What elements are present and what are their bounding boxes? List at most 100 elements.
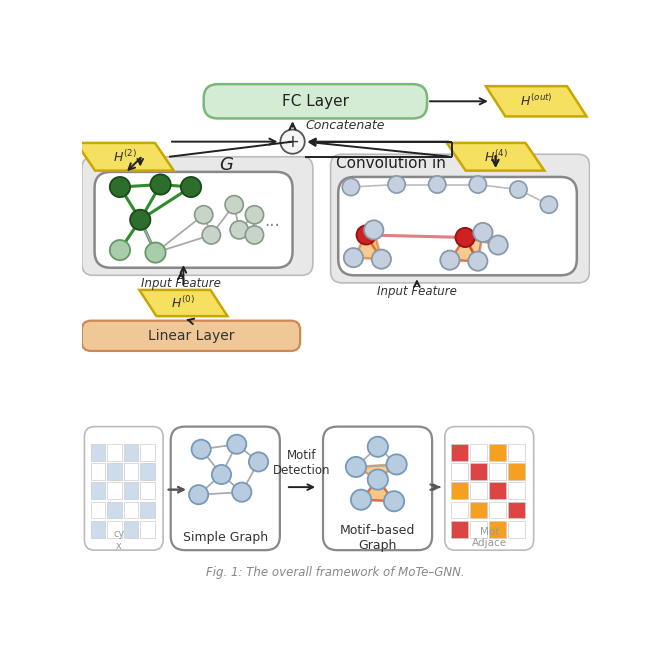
FancyBboxPatch shape <box>508 502 525 518</box>
Polygon shape <box>465 233 498 245</box>
Circle shape <box>367 437 388 457</box>
FancyBboxPatch shape <box>451 444 468 461</box>
Circle shape <box>346 457 366 477</box>
FancyBboxPatch shape <box>508 482 525 499</box>
Polygon shape <box>486 86 587 117</box>
Circle shape <box>344 248 363 267</box>
Circle shape <box>195 206 213 224</box>
Text: Mot
Adjace: Mot Adjace <box>472 527 507 548</box>
Polygon shape <box>366 230 381 259</box>
Text: $H^{(0)}$: $H^{(0)}$ <box>172 295 195 311</box>
Text: Motif–based
Graph: Motif–based Graph <box>340 523 415 552</box>
Circle shape <box>225 196 243 214</box>
FancyBboxPatch shape <box>451 482 468 499</box>
Polygon shape <box>140 290 227 316</box>
FancyBboxPatch shape <box>451 463 468 480</box>
Circle shape <box>474 223 493 242</box>
FancyBboxPatch shape <box>204 84 427 119</box>
FancyBboxPatch shape <box>124 444 138 461</box>
Text: Motif
Detection: Motif Detection <box>272 449 330 477</box>
Circle shape <box>367 470 388 490</box>
Polygon shape <box>76 143 174 171</box>
FancyBboxPatch shape <box>470 482 487 499</box>
FancyBboxPatch shape <box>94 172 293 268</box>
FancyBboxPatch shape <box>82 321 300 351</box>
Circle shape <box>510 181 527 198</box>
FancyBboxPatch shape <box>90 463 105 480</box>
FancyBboxPatch shape <box>489 444 506 461</box>
Text: Simple Graph: Simple Graph <box>183 531 268 544</box>
FancyBboxPatch shape <box>124 482 138 499</box>
Circle shape <box>181 177 201 197</box>
FancyBboxPatch shape <box>107 502 122 518</box>
FancyBboxPatch shape <box>489 463 506 480</box>
Polygon shape <box>450 238 477 261</box>
Circle shape <box>372 250 391 269</box>
Circle shape <box>151 174 171 195</box>
FancyBboxPatch shape <box>124 521 138 538</box>
Circle shape <box>386 455 407 474</box>
Circle shape <box>455 228 475 247</box>
FancyBboxPatch shape <box>171 426 280 550</box>
FancyBboxPatch shape <box>445 426 534 550</box>
FancyBboxPatch shape <box>90 502 105 518</box>
Text: $H^{(4)}$: $H^{(4)}$ <box>483 149 508 164</box>
Circle shape <box>388 176 405 193</box>
FancyBboxPatch shape <box>470 521 487 538</box>
FancyBboxPatch shape <box>140 521 155 538</box>
FancyBboxPatch shape <box>124 502 138 518</box>
Text: n in: n in <box>107 157 143 174</box>
Circle shape <box>189 485 208 504</box>
FancyBboxPatch shape <box>82 157 313 275</box>
FancyBboxPatch shape <box>323 426 432 550</box>
Circle shape <box>540 196 557 214</box>
Text: $G$: $G$ <box>219 157 234 174</box>
FancyBboxPatch shape <box>140 502 155 518</box>
Circle shape <box>343 178 360 196</box>
FancyBboxPatch shape <box>124 463 138 480</box>
FancyBboxPatch shape <box>140 482 155 499</box>
Circle shape <box>356 225 376 244</box>
Circle shape <box>145 242 166 263</box>
FancyBboxPatch shape <box>451 521 468 538</box>
Text: $G_M$: $G_M$ <box>485 153 510 174</box>
Circle shape <box>227 435 246 454</box>
Circle shape <box>351 490 371 510</box>
FancyBboxPatch shape <box>489 482 506 499</box>
Circle shape <box>489 235 508 255</box>
Polygon shape <box>447 143 544 171</box>
Text: Concatenate: Concatenate <box>305 119 384 132</box>
FancyBboxPatch shape <box>90 521 105 538</box>
FancyBboxPatch shape <box>90 444 105 461</box>
Text: cy
x: cy x <box>113 529 124 551</box>
FancyBboxPatch shape <box>107 521 122 538</box>
Circle shape <box>212 465 231 484</box>
FancyBboxPatch shape <box>140 463 155 480</box>
FancyBboxPatch shape <box>470 444 487 461</box>
FancyBboxPatch shape <box>508 521 525 538</box>
Text: Convolution in: Convolution in <box>335 156 451 171</box>
Circle shape <box>202 226 221 244</box>
Circle shape <box>428 176 446 193</box>
Circle shape <box>110 240 130 260</box>
Text: Linear Layer: Linear Layer <box>148 329 234 343</box>
Circle shape <box>364 220 383 240</box>
Circle shape <box>246 206 263 224</box>
FancyBboxPatch shape <box>90 482 105 499</box>
Polygon shape <box>465 233 483 261</box>
Circle shape <box>469 176 487 193</box>
Text: ...: ... <box>265 212 280 230</box>
FancyBboxPatch shape <box>470 502 487 518</box>
Circle shape <box>468 252 487 271</box>
FancyBboxPatch shape <box>451 502 468 518</box>
Text: FC Layer: FC Layer <box>282 94 349 109</box>
Circle shape <box>280 130 305 154</box>
Circle shape <box>130 210 151 230</box>
Text: Fig. 1: The overall framework of MoTe–GNN.: Fig. 1: The overall framework of MoTe–GN… <box>206 567 465 580</box>
FancyBboxPatch shape <box>140 444 155 461</box>
FancyBboxPatch shape <box>489 521 506 538</box>
Polygon shape <box>354 235 381 259</box>
FancyBboxPatch shape <box>508 463 525 480</box>
Circle shape <box>246 226 263 244</box>
Text: $H^{(2)}$: $H^{(2)}$ <box>113 149 137 164</box>
